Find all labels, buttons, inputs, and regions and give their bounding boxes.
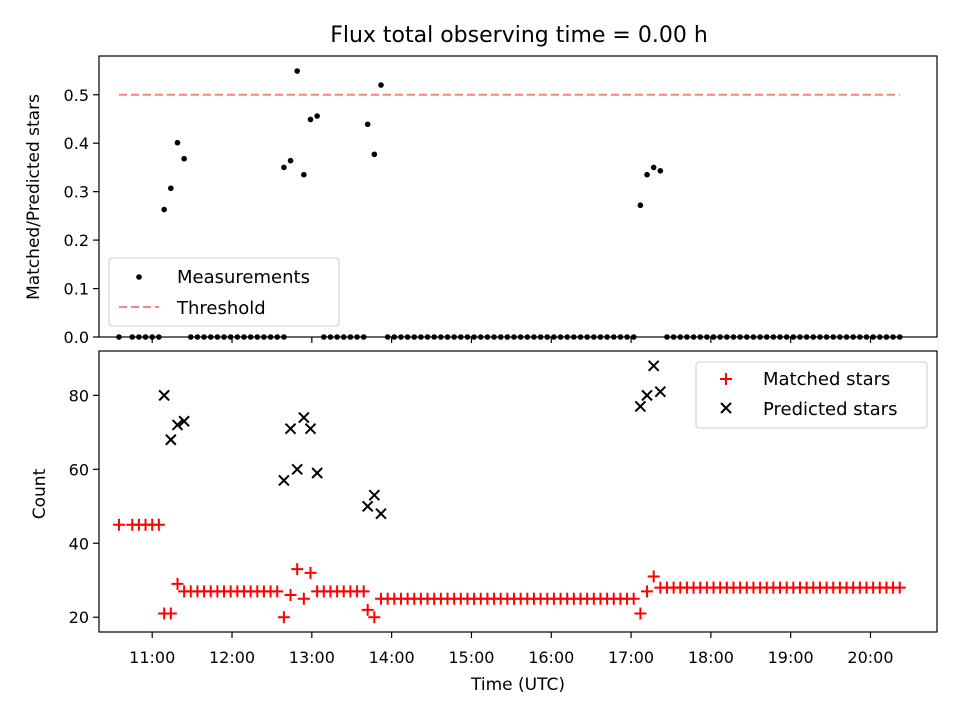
chart-title: Flux total observing time = 0.00 h bbox=[330, 23, 708, 48]
predicted-stars-point bbox=[304, 422, 317, 435]
measurement-point bbox=[161, 206, 167, 213]
count-marks bbox=[112, 360, 906, 624]
measurement-point bbox=[657, 168, 664, 174]
legend-x-marker bbox=[720, 402, 732, 414]
measurement-point bbox=[314, 113, 320, 119]
measurement-point bbox=[281, 164, 287, 171]
y-tick-label: 0.4 bbox=[64, 134, 89, 153]
y-tick-label: 40 bbox=[69, 534, 89, 553]
matched-stars-point bbox=[361, 603, 374, 616]
matched-stars-point bbox=[893, 581, 906, 594]
measurement-point bbox=[301, 171, 307, 178]
matched-stars-point bbox=[297, 592, 310, 605]
y-tick-label: 0.0 bbox=[64, 328, 89, 347]
measurement-point bbox=[364, 121, 371, 128]
ratio-plot-frame bbox=[98, 55, 938, 338]
matched-stars-point bbox=[291, 563, 304, 576]
matched-stars-point bbox=[152, 518, 165, 531]
matched-stars-point bbox=[304, 566, 317, 579]
ratio-legend: Measurements Threshold bbox=[108, 257, 340, 327]
ratio-y-ticks: 0.0 0.1 0.2 0.3 0.4 0.5 bbox=[64, 86, 99, 347]
matched-stars-point bbox=[164, 607, 177, 620]
y-tick-label: 0.3 bbox=[64, 183, 89, 202]
measurement-point bbox=[644, 171, 650, 178]
count-legend-box bbox=[695, 361, 928, 429]
predicted-stars-point bbox=[284, 422, 297, 435]
count-y-ticks: 20 40 60 80 bbox=[69, 386, 99, 627]
y-tick-label: 20 bbox=[69, 608, 89, 627]
measurement-point bbox=[294, 68, 300, 74]
y-tick-label: 0.2 bbox=[64, 231, 89, 250]
matched-stars-point bbox=[647, 570, 660, 583]
y-tick-label: 0.5 bbox=[64, 86, 89, 105]
predicted-stars-point bbox=[158, 389, 170, 402]
count-plot-frame bbox=[98, 350, 938, 633]
measurement-point bbox=[307, 116, 314, 123]
ratio-legend-box bbox=[108, 257, 340, 327]
measurement-point bbox=[174, 139, 181, 146]
x-tick-label: 14:00 bbox=[369, 648, 415, 667]
x-tick-label: 13:00 bbox=[289, 648, 335, 667]
x-tick-label: 16:00 bbox=[528, 648, 574, 667]
y-tick-label: 60 bbox=[69, 460, 89, 479]
y-tick-label: 0.1 bbox=[64, 280, 89, 299]
predicted-stars-point bbox=[178, 415, 190, 427]
measurement-point bbox=[650, 164, 657, 171]
measurement-point bbox=[168, 185, 174, 192]
x-tick-label: 20:00 bbox=[847, 648, 893, 667]
predicted-stars-point bbox=[361, 500, 374, 512]
legend-matched-label: Matched stars bbox=[763, 369, 890, 390]
matched-stars-point bbox=[627, 592, 640, 605]
legend-dot-marker bbox=[136, 274, 142, 280]
matched-stars-point bbox=[284, 589, 297, 602]
measurement-point bbox=[637, 202, 644, 209]
predicted-stars-point bbox=[647, 360, 660, 372]
predicted-stars-point bbox=[311, 467, 323, 479]
predicted-stars-point bbox=[171, 419, 184, 431]
legend-predicted-label: Predicted stars bbox=[763, 399, 897, 420]
measurement-point bbox=[378, 82, 384, 88]
count-y-axis-label: Count bbox=[30, 468, 50, 519]
count-x-ticks: 11:00 12:00 13:00 14:00 15:00 16:00 17:00 18:00… bbox=[129, 632, 894, 667]
predicted-stars-point bbox=[641, 389, 653, 402]
x-axis-label: Time (UTC) bbox=[470, 675, 565, 695]
matched-stars-point bbox=[112, 518, 125, 531]
matched-stars-point bbox=[271, 585, 284, 598]
matched-stars-point bbox=[634, 607, 647, 620]
legend-threshold-label: Threshold bbox=[176, 298, 266, 319]
predicted-stars-point bbox=[278, 474, 290, 487]
predicted-stars-point bbox=[165, 434, 177, 446]
legend-plus-marker bbox=[720, 373, 732, 385]
y-tick-label: 80 bbox=[69, 386, 89, 405]
matched-stars-point bbox=[277, 611, 290, 624]
count-legend: Matched stars Predicted stars bbox=[695, 361, 928, 429]
ratio-y-axis-label: Matched/Predicted stars bbox=[24, 94, 44, 300]
x-tick-label: 15:00 bbox=[448, 648, 494, 667]
matched-stars-point bbox=[641, 585, 654, 598]
x-tick-label: 12:00 bbox=[209, 648, 255, 667]
x-tick-label: 11:00 bbox=[129, 648, 175, 667]
matched-stars-point bbox=[368, 611, 381, 624]
ratio-plot: 0.0 0.1 0.2 0.3 0.4 0.5 Matched/Predicted sta… bbox=[24, 55, 938, 347]
x-tick-label: 18:00 bbox=[688, 648, 734, 667]
predicted-stars-point bbox=[654, 385, 667, 398]
x-tick-label: 17:00 bbox=[608, 648, 654, 667]
predicted-stars-point bbox=[634, 400, 647, 413]
predicted-stars-point bbox=[291, 463, 303, 476]
x-tick-label: 19:00 bbox=[768, 648, 814, 667]
predicted-stars-point bbox=[298, 411, 310, 424]
measurement-point bbox=[181, 155, 187, 162]
predicted-stars-point bbox=[368, 489, 381, 501]
ratio-x-ticks bbox=[151, 337, 872, 343]
matched-stars-point bbox=[171, 577, 184, 590]
measurement-point bbox=[287, 157, 294, 164]
predicted-stars-point bbox=[375, 507, 387, 520]
legend-measurements-label: Measurements bbox=[177, 267, 310, 288]
matched-stars-point bbox=[357, 585, 370, 598]
measurement-point bbox=[371, 151, 378, 158]
